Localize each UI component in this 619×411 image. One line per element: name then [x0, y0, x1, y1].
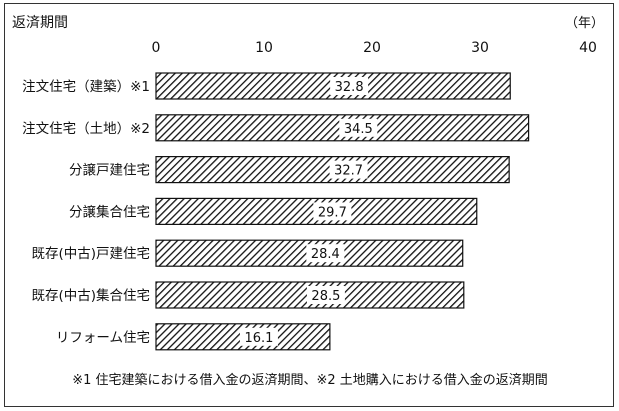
- data-label-box: [306, 286, 345, 304]
- x-tick-label: 20: [363, 40, 381, 56]
- data-label: 34.5: [344, 122, 373, 137]
- data-label-box: [330, 77, 369, 95]
- x-tick-label: 0: [152, 40, 161, 56]
- data-label: 16.1: [244, 331, 273, 346]
- category-label: 既存(中古)戸建住宅: [31, 246, 150, 262]
- category-label: 既存(中古)集合住宅: [31, 288, 150, 304]
- data-label: 28.4: [311, 247, 340, 262]
- data-label-box: [339, 118, 378, 137]
- data-label: 28.5: [311, 289, 340, 304]
- category-label: 分譲集合住宅: [69, 204, 150, 220]
- x-tick-label: 10: [255, 40, 273, 56]
- footnote: ※1 住宅建築における借入金の返済期間、※2 土地購入における借入金の返済期間: [72, 372, 548, 388]
- data-label: 29.7: [318, 205, 347, 220]
- data-label: 32.8: [335, 80, 364, 95]
- category-label: 注文住宅（土地）※2: [22, 121, 150, 137]
- category-label: 分譲戸建住宅: [69, 163, 150, 179]
- data-label: 32.7: [334, 164, 363, 179]
- data-label-box: [329, 160, 368, 179]
- category-label: 注文住宅（建築）※1: [22, 79, 150, 95]
- data-label-box: [239, 327, 278, 346]
- chart-title: 返済期間: [12, 15, 68, 31]
- x-tick-label: 30: [471, 40, 489, 56]
- category-label: リフォーム住宅: [56, 330, 150, 346]
- unit-label: （年）: [565, 16, 604, 31]
- x-tick-label: 40: [579, 40, 597, 56]
- data-label-box: [306, 244, 345, 263]
- data-label-box: [313, 202, 352, 221]
